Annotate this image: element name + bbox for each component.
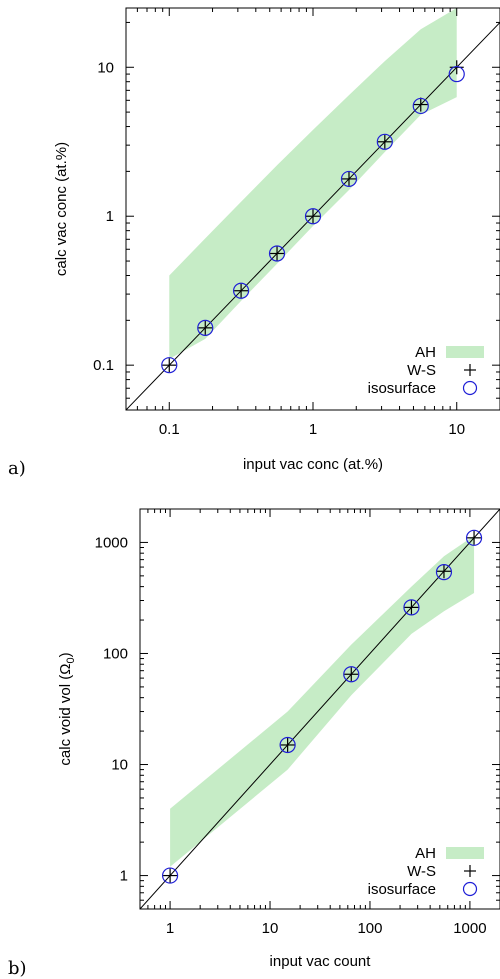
isosurface-point — [161, 867, 179, 884]
ws-point — [280, 737, 295, 752]
y-tick-label: 10 — [111, 757, 128, 774]
ws-point — [198, 320, 213, 335]
ws-point — [341, 171, 356, 186]
ws-point — [467, 530, 482, 545]
legend-label: isosurface — [368, 380, 436, 397]
panel-label-b: b) — [8, 958, 27, 979]
legend-label: AH — [415, 845, 436, 862]
y-tick-label: 1 — [120, 868, 128, 885]
plot-frame-b — [139, 508, 500, 910]
ah-band — [169, 8, 457, 359]
ws-point — [344, 667, 359, 682]
y-tick-label: 10 — [97, 59, 114, 76]
isosurface-point — [268, 245, 286, 262]
legend-swatch-isosurface — [462, 881, 478, 897]
x-axis-title-b: input vac count — [270, 953, 372, 970]
x-tick-label: 10 — [262, 920, 279, 937]
ws-point — [234, 283, 249, 298]
x-tick-label: 100 — [357, 920, 382, 937]
isosurface-point — [161, 357, 178, 374]
x-axis-title-a: input vac conc (at.%) — [243, 456, 383, 473]
legend-label: isosurface — [368, 881, 436, 898]
y-tick-label: 100 — [103, 645, 128, 662]
ws-point — [404, 600, 419, 615]
y-axis-title-b: calc void vol (Ω0) — [57, 652, 77, 765]
ws-point — [413, 97, 428, 112]
y-axis-title-a: calc vac conc (at.%) — [53, 142, 70, 276]
legend-label: W-S — [407, 362, 436, 379]
legend-swatch-ah — [446, 346, 484, 358]
isosurface-point — [448, 65, 465, 83]
legend-swatch-ws — [464, 865, 476, 877]
panel-label-a: a) — [8, 458, 26, 479]
ah-band — [170, 535, 475, 867]
isosurface-point — [340, 170, 358, 188]
isosurface-point — [465, 529, 483, 546]
isosurface-point — [403, 599, 420, 616]
isosurface-point — [343, 666, 360, 683]
ws-point — [436, 564, 451, 579]
isosurface-point — [376, 133, 393, 150]
ws-point — [163, 868, 178, 883]
ws-point — [270, 246, 285, 261]
ws-point — [377, 134, 392, 149]
legend-label: AH — [415, 344, 436, 361]
isosurface-point — [412, 97, 429, 115]
isosurface-point — [435, 564, 453, 581]
y-tick-label: 0.1 — [93, 357, 114, 374]
legend-swatch-ah — [446, 847, 484, 859]
y-axis-title-b-end: ) — [57, 652, 74, 657]
x-tick-label: 10 — [448, 421, 465, 438]
legend-swatch-ws — [464, 364, 476, 376]
y-axis-title-b-sub: 0 — [65, 657, 77, 663]
reference-line — [140, 509, 500, 909]
x-tick-label: 0.1 — [159, 421, 180, 438]
y-tick-label: 1000 — [95, 534, 128, 551]
isosurface-point — [197, 319, 214, 336]
x-tick-label: 1000 — [453, 920, 486, 937]
legend-swatch-isosurface — [462, 380, 478, 396]
x-tick-label: 1 — [166, 920, 174, 937]
ws-point — [162, 358, 177, 373]
ws-point — [306, 209, 320, 224]
isosurface-point — [304, 208, 322, 225]
isosurface-point — [279, 736, 296, 754]
x-tick-label: 1 — [309, 421, 317, 438]
reference-line — [126, 21, 500, 410]
ws-point — [449, 60, 464, 75]
y-axis-title-b-main: calc void vol (Ω — [57, 664, 74, 766]
isosurface-point — [232, 282, 250, 299]
y-tick-label: 1 — [106, 208, 114, 225]
legend-label: W-S — [407, 863, 436, 880]
